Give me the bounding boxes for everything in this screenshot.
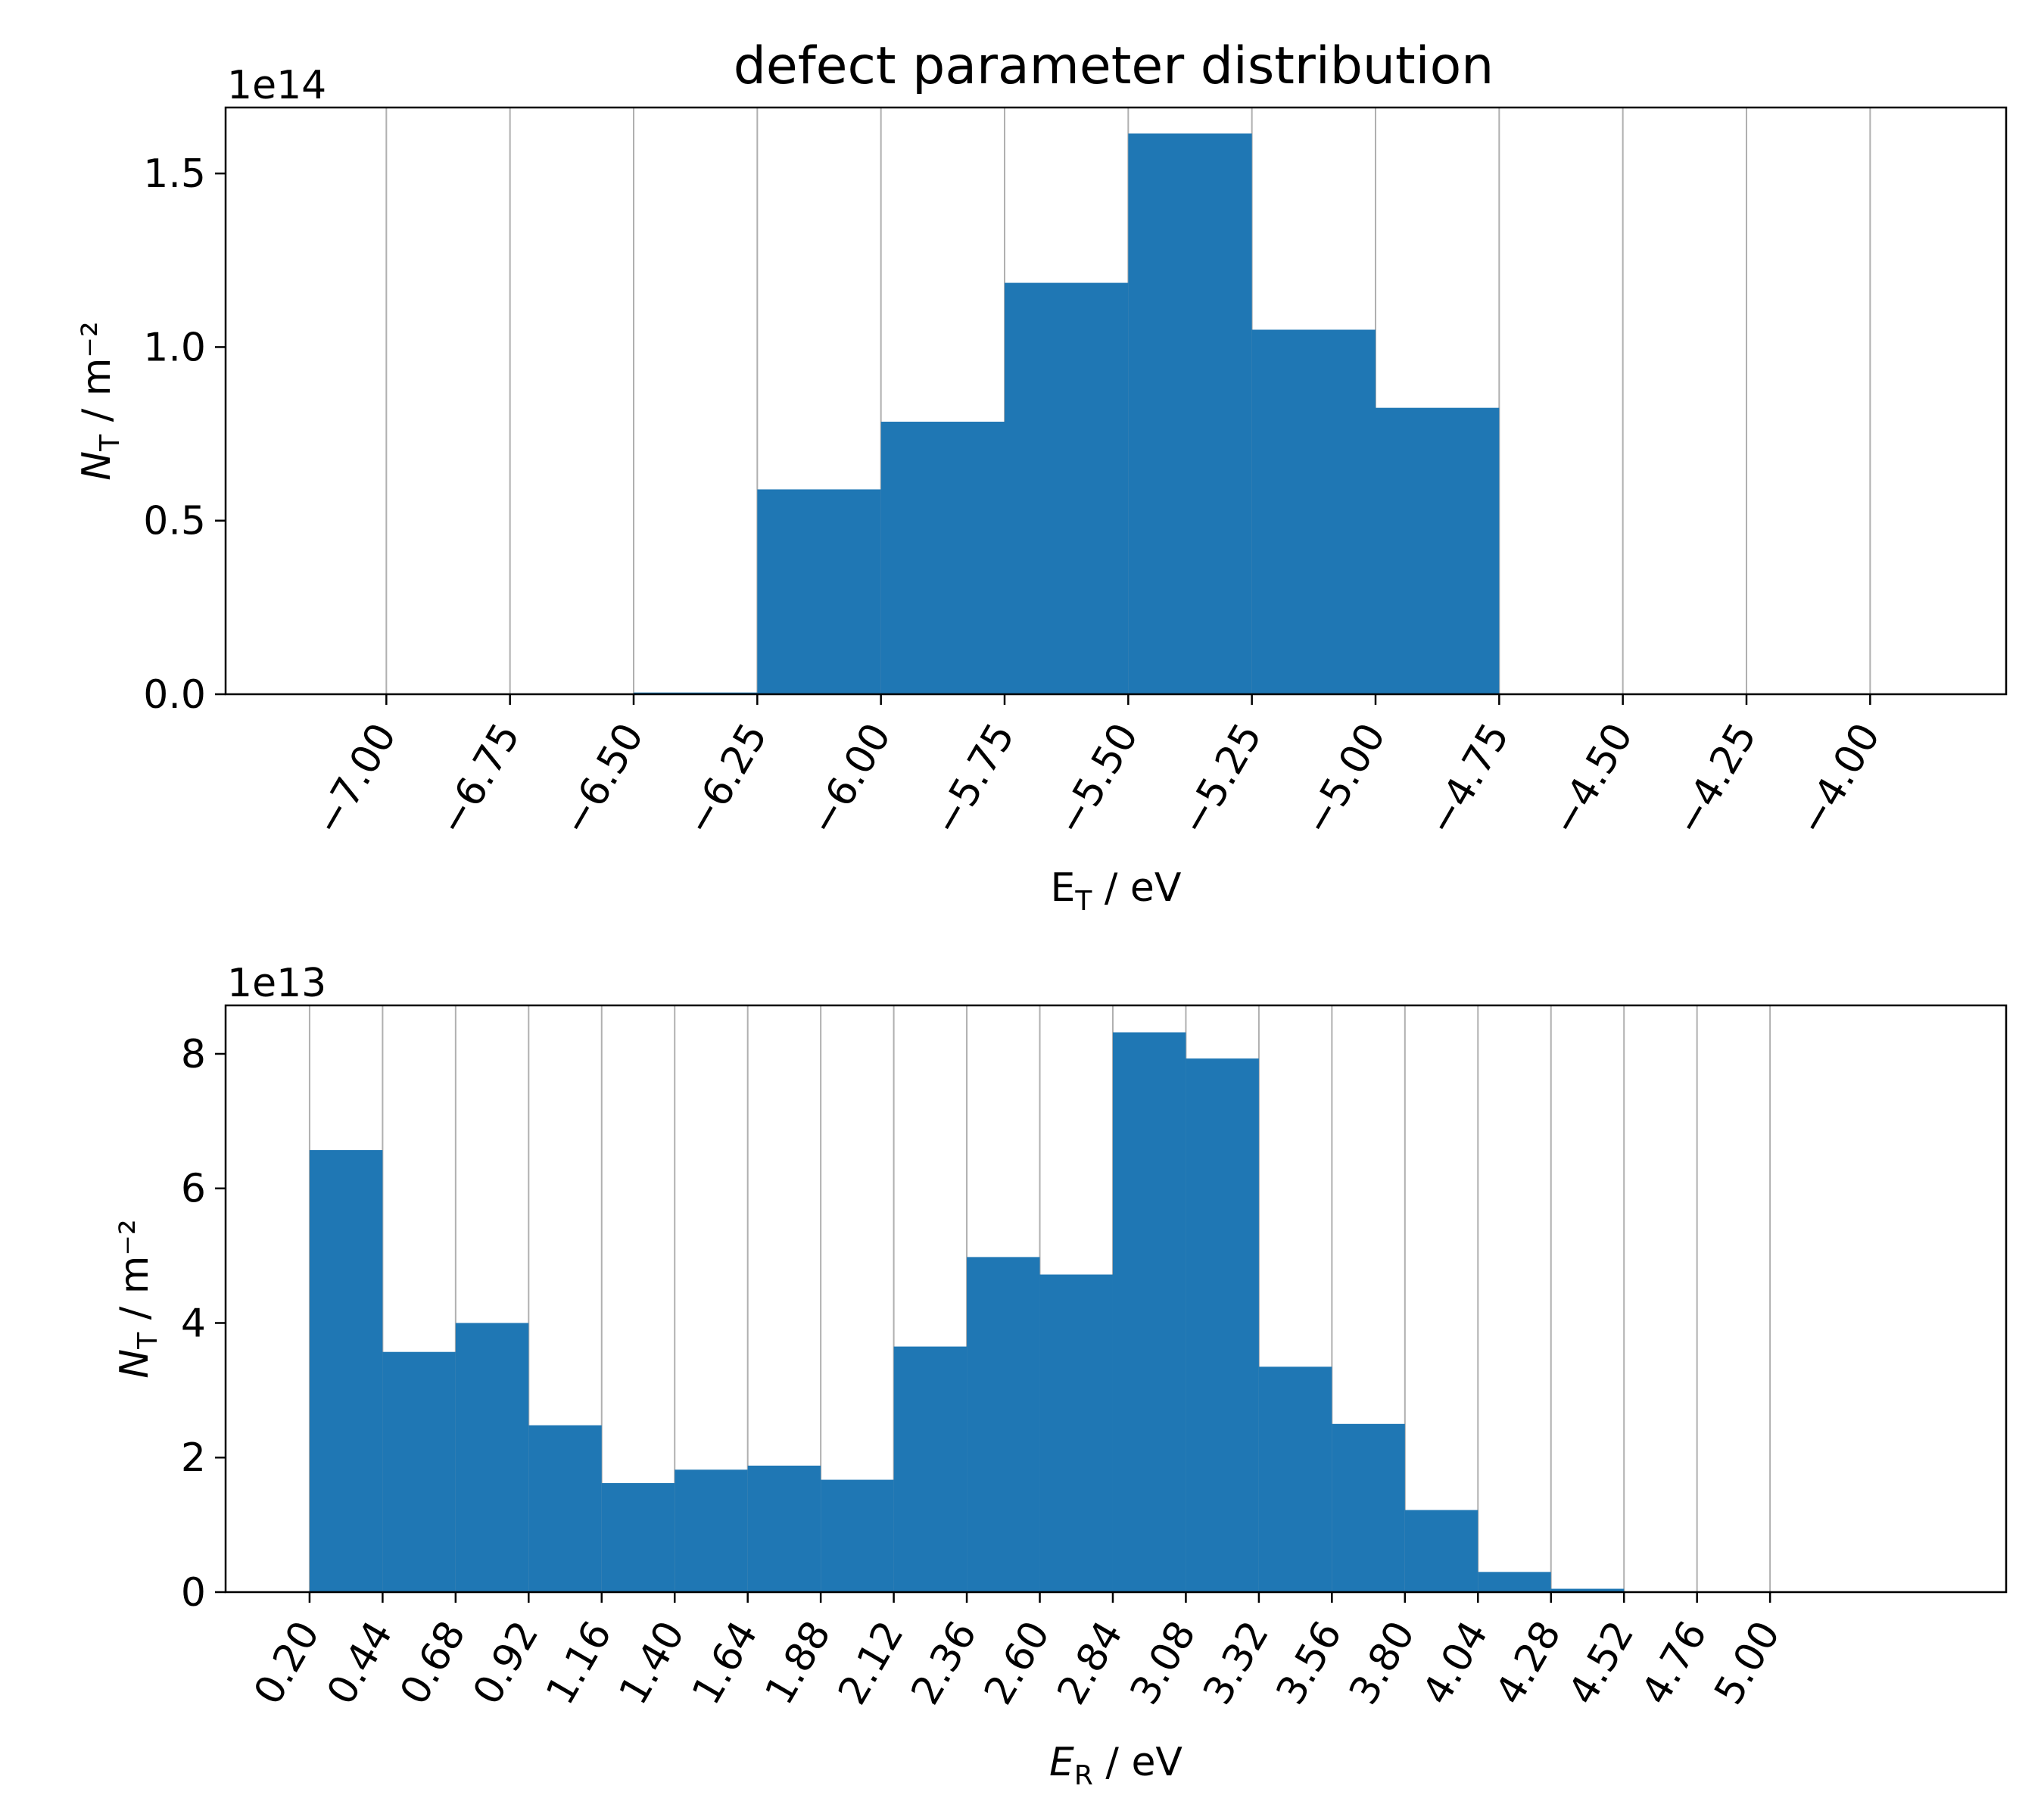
bar xyxy=(528,1425,602,1592)
y-axis-label: NT / m⁻² xyxy=(112,1219,164,1378)
bar xyxy=(967,1257,1040,1592)
bar xyxy=(1550,1588,1625,1592)
bar xyxy=(1128,133,1252,694)
bar xyxy=(1112,1032,1186,1592)
bar xyxy=(893,1346,967,1592)
x-axis-label: ET / eV xyxy=(1050,865,1181,917)
bar xyxy=(309,1150,383,1592)
bar xyxy=(747,1465,821,1592)
bar xyxy=(382,1351,456,1592)
bar xyxy=(1005,282,1129,694)
bar xyxy=(1376,407,1500,694)
bar xyxy=(1404,1510,1478,1592)
bar xyxy=(880,422,1005,694)
y-tick-label: 8 xyxy=(181,1032,206,1077)
y-tick-label: 4 xyxy=(181,1301,206,1346)
bar xyxy=(1186,1058,1259,1592)
chart-title: defect parameter distribution xyxy=(734,36,1494,96)
bar xyxy=(821,1479,894,1592)
axes-frame xyxy=(224,1004,2008,1594)
y-tick-label: 0.5 xyxy=(143,499,206,544)
bar xyxy=(1251,329,1376,694)
y-tick-label: 0 xyxy=(181,1570,206,1616)
y-axis-label: NT / m⁻² xyxy=(74,321,126,480)
y-offset-text: 1e14 xyxy=(227,63,326,108)
bar xyxy=(757,489,881,694)
axes-frame xyxy=(224,106,2008,696)
y-tick-label: 2 xyxy=(181,1435,206,1481)
y-tick-label: 0.0 xyxy=(143,672,206,718)
bar xyxy=(1039,1274,1113,1592)
y-tick-label: 1.0 xyxy=(143,325,206,370)
bar xyxy=(601,1483,675,1592)
x-axis-label: ER / eV xyxy=(1049,1740,1182,1791)
bar xyxy=(1478,1572,1551,1592)
y-tick-label: 6 xyxy=(181,1167,206,1212)
bar xyxy=(1258,1367,1332,1592)
y-offset-text: 1e13 xyxy=(227,961,326,1006)
bar xyxy=(455,1323,529,1592)
bar xyxy=(675,1469,748,1592)
bar xyxy=(1332,1423,1405,1592)
y-tick-label: 1.5 xyxy=(143,151,206,197)
